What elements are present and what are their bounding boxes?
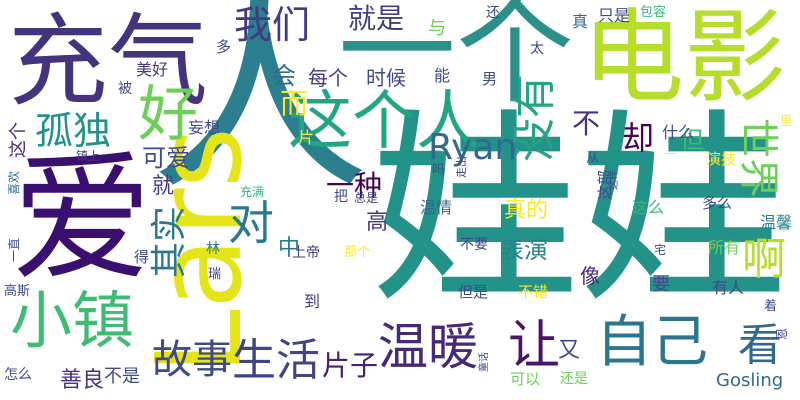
- word-shijie: 世界: [735, 118, 781, 198]
- word-gushi: 故事: [152, 337, 232, 383]
- word-zhai: 宅: [654, 243, 667, 257]
- word-shenghuo: 生活: [232, 335, 320, 386]
- word-wangxiang: 妄想: [188, 118, 221, 137]
- word-jiu: 就: [152, 174, 175, 199]
- word-zouchu: 走出: [455, 156, 468, 178]
- word-shenme: 什么: [662, 123, 695, 142]
- word-neng: 能: [434, 66, 451, 85]
- word-cong: 从: [586, 151, 600, 166]
- word-gudu: 孤独: [35, 109, 112, 153]
- word-ryan: Ryan: [428, 127, 518, 168]
- word-bu: 不: [572, 107, 601, 140]
- word-en: 恩: [775, 327, 789, 340]
- word-que: 却: [622, 119, 655, 157]
- word-shangdi: 上帝: [292, 245, 320, 261]
- word-zhishi: 只是: [598, 6, 631, 25]
- word-rui: 瑞: [208, 267, 222, 282]
- word-ma: 吗: [432, 163, 446, 178]
- word-you: 又: [558, 338, 581, 363]
- word-zheme: 这么: [632, 198, 665, 217]
- word-danshi: 但是: [458, 283, 489, 301]
- word-ba: 把: [334, 189, 348, 205]
- word-zhen: 真: [572, 12, 589, 31]
- word-zongshi: 总是: [354, 191, 379, 205]
- word-zheyang: 这样: [609, 170, 620, 190]
- word-duome: 多么: [702, 194, 733, 212]
- word-zhende: 真的: [504, 198, 549, 223]
- word-zhe: 着: [764, 299, 778, 314]
- word-baorong: 包容: [640, 5, 667, 20]
- word-dan: 但: [680, 126, 704, 154]
- word-keai: 可爱: [142, 144, 190, 172]
- word-women: 我们: [234, 3, 311, 47]
- word-dianying: 电影: [582, 0, 786, 118]
- word-meige: 每个: [308, 66, 348, 90]
- word-wennuan: 温暖: [378, 318, 478, 376]
- word-yao: 要: [652, 274, 670, 295]
- word-zhegeren: 这个人: [288, 85, 480, 159]
- word-kan: 看: [738, 320, 782, 371]
- word-pianzi: 片子: [322, 349, 379, 382]
- word-ai: 爱: [12, 138, 153, 301]
- word-wawa: 娃娃: [372, 91, 788, 333]
- word-duo: 多: [216, 38, 232, 56]
- word-meihao: 美好: [136, 60, 169, 79]
- word-zhenshang: 镇上: [76, 149, 101, 163]
- word-gosling: Gosling: [716, 370, 784, 391]
- word-hao: 好: [138, 80, 198, 150]
- word-yu: 与: [428, 18, 446, 39]
- word-jiushi: 就是: [348, 2, 405, 35]
- word-rang: 让: [508, 316, 561, 376]
- word-youren: 有人: [712, 278, 745, 297]
- word-hui: 会: [272, 62, 296, 90]
- word-er: 而: [280, 87, 309, 120]
- word-xihuan: 喜欢: [7, 170, 21, 195]
- word-zhong: 中: [278, 236, 301, 261]
- word-buyao: 不要: [460, 237, 488, 253]
- word-nan: 男: [482, 70, 498, 88]
- word-pian: 片: [298, 128, 315, 147]
- word-hai: 还: [486, 5, 500, 21]
- word-bushi: 不是: [104, 366, 140, 387]
- word-keyi: 可以: [510, 370, 541, 388]
- word-wenqing: 温情: [420, 198, 453, 217]
- word-haishi: 还是: [560, 371, 588, 387]
- word-bei: 被: [118, 81, 132, 97]
- word-biaoyan: 表演: [500, 236, 548, 264]
- word-lin: 林: [206, 241, 220, 257]
- word-xiaozhen: 小镇: [10, 284, 135, 357]
- word-nage: 那个: [344, 245, 371, 260]
- word-shanliang: 善良: [60, 368, 105, 393]
- word-ren: 人: [150, 0, 371, 220]
- word-yige: 一个: [338, 0, 575, 120]
- word-yizhi: 一直: [7, 237, 21, 262]
- word-a: 啊: [742, 234, 786, 285]
- word-xiang: 像: [580, 264, 600, 288]
- word-li: 里: [780, 114, 793, 128]
- word-qishi: 其实: [149, 205, 190, 278]
- word-meiyou: 没有: [509, 74, 560, 162]
- word-zenme: 怎么: [4, 367, 32, 383]
- word-tai: 太: [530, 41, 544, 57]
- word-yi: 一: [664, 147, 677, 161]
- word-chongman: 充满: [240, 185, 265, 199]
- word-suoyou: 所有: [708, 238, 741, 257]
- word-shihou: 时候: [366, 66, 406, 90]
- word-de: 得: [134, 248, 150, 266]
- word-dui: 对: [228, 196, 274, 250]
- word-zhege: 这个: [8, 122, 29, 158]
- word-bucuo: 不错: [518, 283, 549, 301]
- word-yizhong: 一种: [326, 169, 383, 202]
- word-yanji: 演技: [706, 150, 737, 168]
- word-chongqi: 充气: [8, 3, 208, 120]
- word-tonghua: 童话: [479, 352, 490, 372]
- word-dao: 到: [304, 292, 321, 311]
- word-gao: 高: [366, 210, 389, 235]
- word-wenxin: 温馨: [760, 213, 793, 232]
- word-gaosi: 高斯: [4, 284, 31, 299]
- word-ziji: 自己: [596, 310, 708, 375]
